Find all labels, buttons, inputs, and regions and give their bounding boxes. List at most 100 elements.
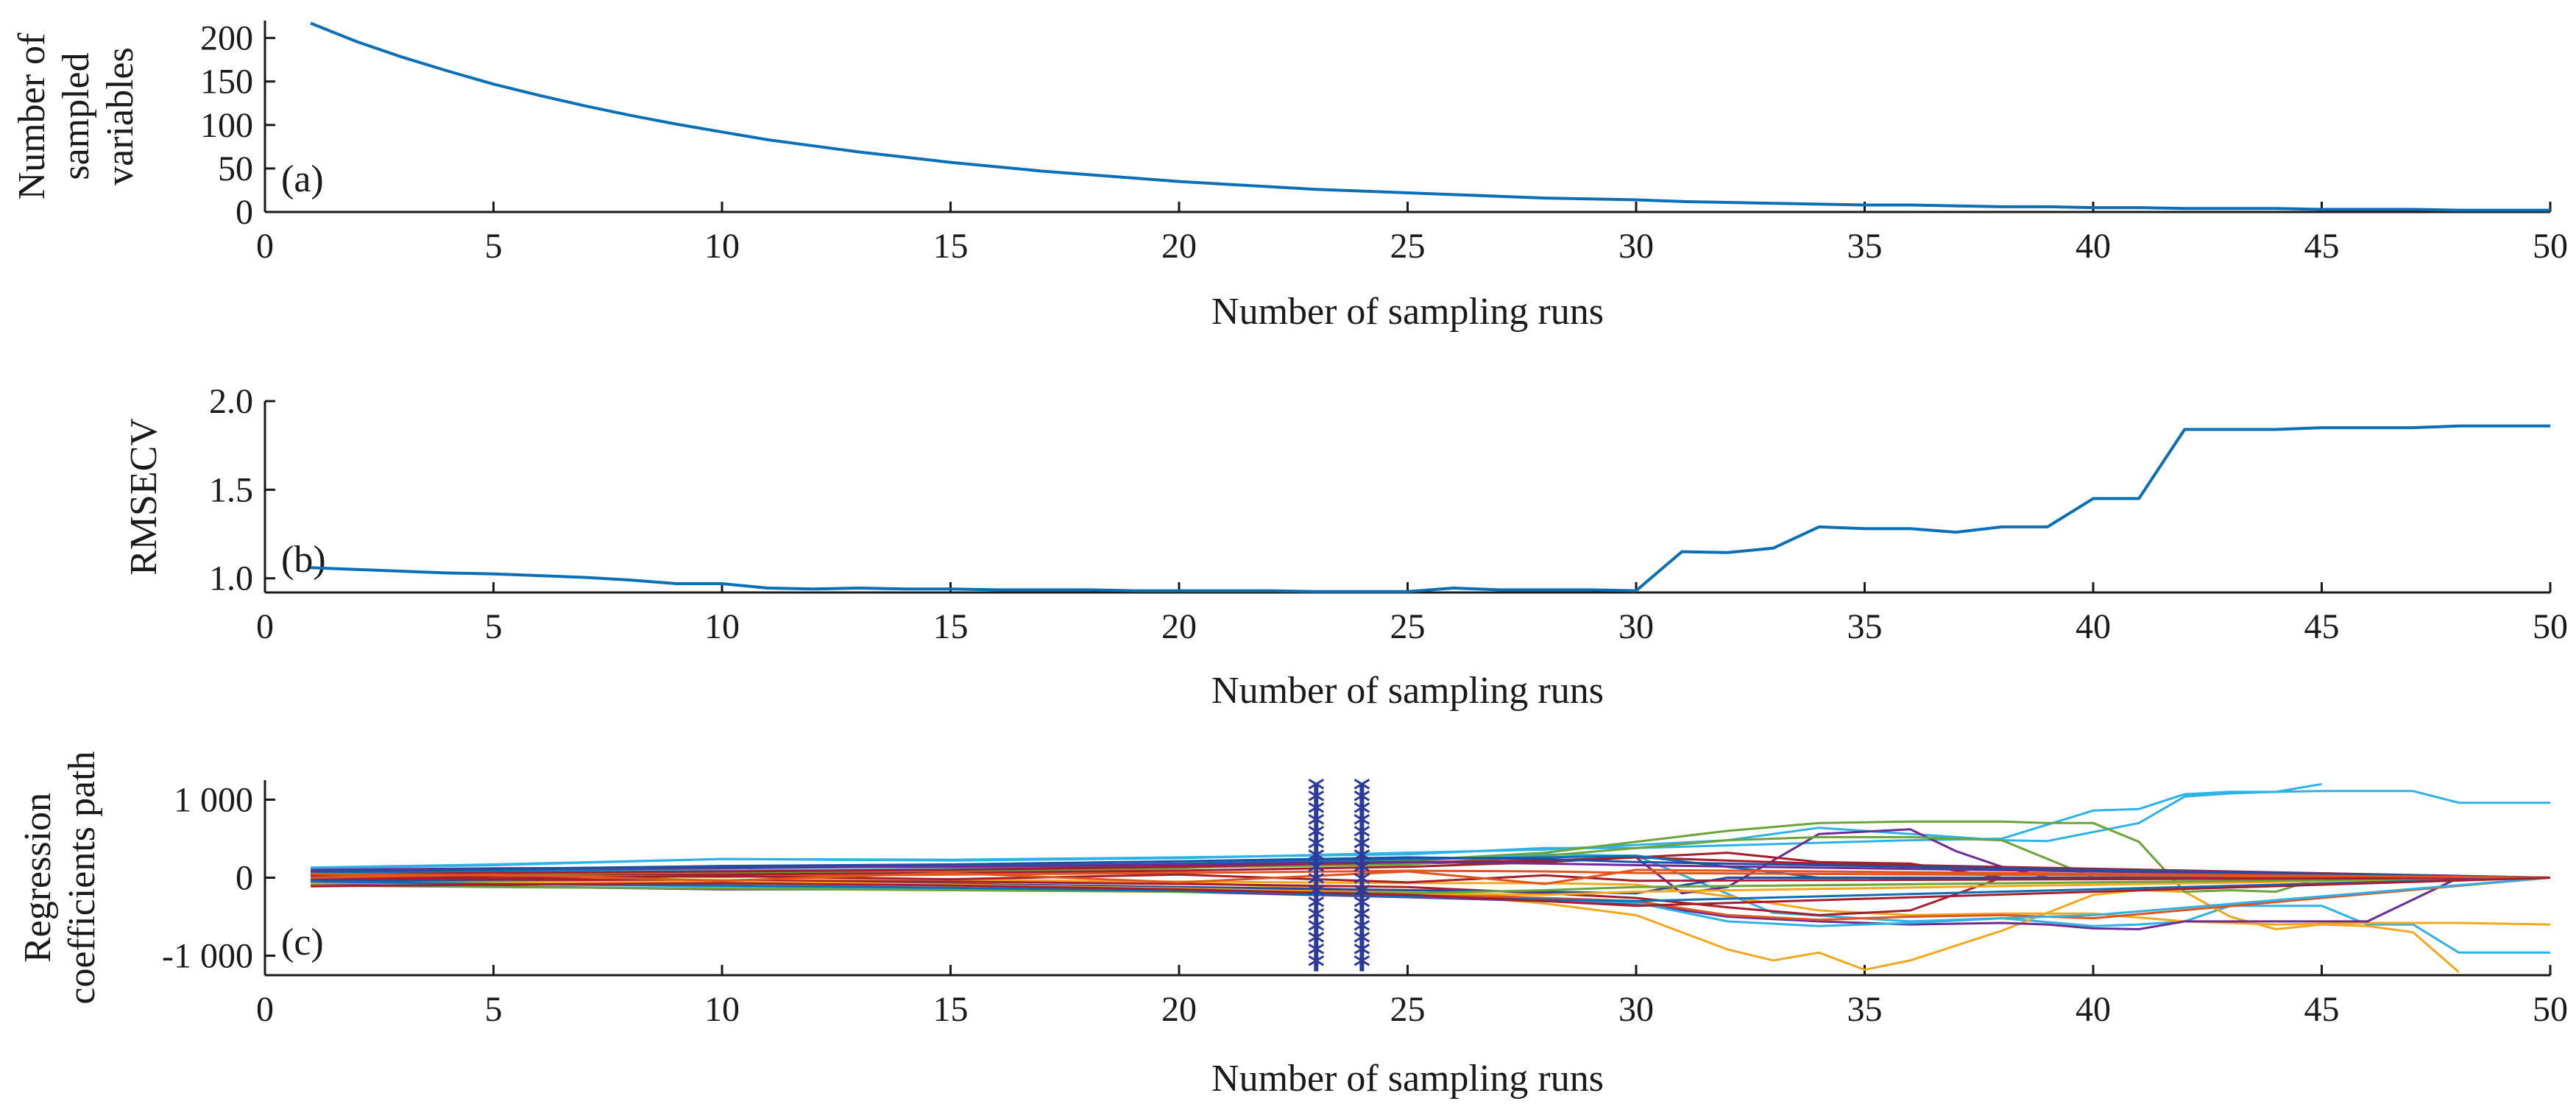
x-axis-title: Number of sampling runs [1211, 1058, 1604, 1100]
x-tick-label: 15 [933, 607, 969, 646]
y-tick-label: 50 [218, 149, 253, 188]
y-tick-label: 2.0 [209, 382, 253, 421]
marker-asterisk [1354, 896, 1370, 907]
marker-asterisk [1308, 814, 1325, 825]
marker-asterisk [1354, 873, 1370, 884]
marker-asterisk [1308, 779, 1325, 790]
x-tick-label: 10 [704, 227, 740, 266]
y-tick-label: 0 [236, 859, 253, 898]
x-tick-label: 35 [1847, 990, 1883, 1029]
x-tick-label: 15 [933, 227, 969, 266]
marker-asterisk [1354, 920, 1370, 931]
marker-asterisk [1354, 885, 1370, 896]
y-tick-label: -1 000 [162, 937, 253, 976]
y-tick-label: 200 [200, 19, 253, 58]
marker-asterisk [1354, 838, 1370, 849]
y-tick-label: 1 000 [174, 781, 253, 820]
x-axis-title: Number of sampling runs [1211, 291, 1604, 333]
series-line [311, 877, 2551, 907]
series-line [311, 852, 2550, 879]
series-line [311, 424, 2550, 593]
y-axis-title: coefficients path [61, 751, 103, 1004]
x-axis-title: Number of sampling runs [1211, 670, 1604, 712]
series-line [311, 856, 2551, 879]
x-tick-label: 5 [485, 227, 503, 266]
panel-label: (a) [281, 158, 324, 200]
panel-label: (c) [281, 921, 324, 963]
marker-asterisk [1354, 861, 1370, 872]
marker-asterisk [1354, 802, 1370, 813]
x-tick-label: 25 [1390, 227, 1426, 266]
y-axis-title: RMSECV [123, 418, 165, 576]
y-axis-title: Regression [17, 793, 59, 963]
series-line [311, 856, 2551, 879]
x-tick-label: 0 [256, 607, 274, 646]
marker-asterisk [1308, 873, 1325, 884]
x-tick-label: 25 [1390, 607, 1426, 646]
marker-asterisk [1354, 826, 1370, 837]
marker-asterisk [1308, 885, 1325, 896]
y-axis-title: variables [99, 47, 141, 185]
x-tick-label: 10 [704, 990, 740, 1029]
x-tick-label: 0 [256, 990, 274, 1029]
series-line [311, 835, 2550, 879]
marker-asterisk [1354, 849, 1370, 860]
marker-asterisk [1308, 920, 1325, 931]
y-axis-title: Number of [11, 32, 53, 199]
marker-asterisk [1308, 955, 1325, 966]
marker-asterisk [1308, 908, 1325, 919]
x-tick-label: 5 [485, 990, 503, 1029]
x-tick-label: 30 [1618, 607, 1654, 646]
x-tick-label: 35 [1847, 607, 1883, 646]
y-tick-label: 100 [200, 106, 253, 145]
marker-asterisk [1308, 849, 1325, 860]
panel-b: 0 5 10 15 20 25 30 35 40 45 50 1.0 1.5 2.0 Number of s… [123, 382, 2568, 712]
marker-asterisk [1308, 944, 1325, 955]
marker-asterisk [1308, 826, 1325, 837]
panel-label: (b) [281, 539, 326, 581]
x-tick-label: 30 [1618, 227, 1654, 266]
y-tick-label: 0 [236, 193, 253, 232]
series-line [311, 782, 2322, 869]
marker-asterisk [1354, 932, 1370, 943]
x-tick-label: 20 [1161, 607, 1197, 646]
marker-asterisk [1308, 790, 1325, 802]
x-tick-label: 45 [2304, 227, 2340, 266]
y-tick-label: 150 [200, 63, 253, 102]
x-tick-label: 0 [256, 227, 274, 266]
marker-asterisk [1354, 814, 1370, 825]
y-tick-label: 1.0 [209, 559, 253, 598]
marker-asterisk [1354, 944, 1370, 955]
x-tick-label: 30 [1618, 990, 1654, 1029]
x-tick-label: 40 [2076, 227, 2111, 266]
x-tick-label: 5 [485, 607, 503, 646]
marker-asterisk [1354, 908, 1370, 919]
x-tick-label: 50 [2533, 607, 2568, 646]
series-line [311, 868, 2551, 885]
x-tick-label: 20 [1161, 227, 1197, 266]
x-tick-label: 50 [2533, 990, 2568, 1029]
series-line [310, 21, 2550, 212]
x-tick-label: 50 [2533, 227, 2568, 266]
x-tick-label: 25 [1390, 990, 1426, 1029]
marker-asterisk [1354, 790, 1370, 802]
marker-asterisk [1354, 779, 1370, 790]
marker-asterisk [1308, 838, 1325, 849]
x-tick-label: 45 [2304, 990, 2340, 1029]
y-tick-label: 1.5 [209, 470, 253, 509]
marker-asterisk [1354, 955, 1370, 966]
marker-asterisk [1308, 802, 1325, 813]
x-tick-label: 20 [1161, 990, 1197, 1029]
x-tick-label: 10 [704, 607, 740, 646]
x-tick-label: 35 [1847, 227, 1883, 266]
marker-asterisk [1308, 861, 1325, 872]
x-tick-label: 45 [2304, 607, 2340, 646]
x-tick-label: 15 [933, 990, 969, 1029]
x-tick-label: 40 [2076, 990, 2111, 1029]
x-tick-label: 40 [2076, 607, 2111, 646]
y-axis-title: sampled [55, 52, 97, 180]
marker-asterisk [1308, 896, 1325, 907]
